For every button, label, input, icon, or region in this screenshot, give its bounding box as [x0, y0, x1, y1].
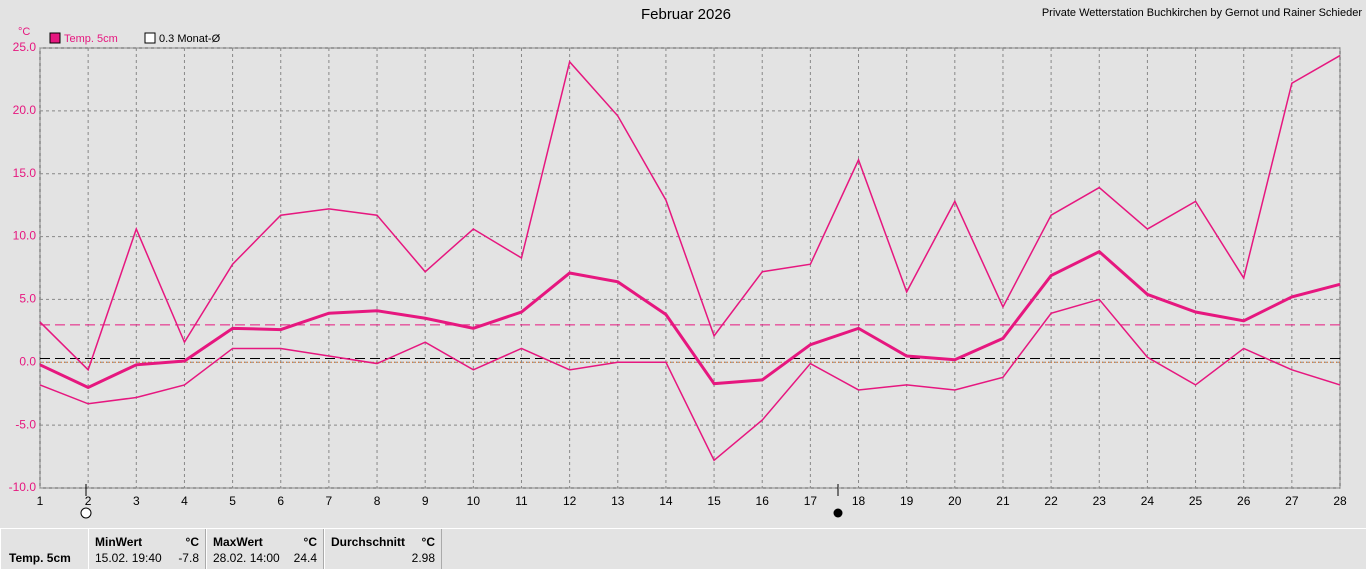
x-tick-label: 3: [133, 494, 140, 508]
x-tick-label: 22: [1044, 494, 1058, 508]
chart-title: Februar 2026: [641, 6, 731, 23]
cell: MinWert °C 15.02. 19:40 -7.8: [88, 529, 206, 569]
y-tick-label: 5.0: [19, 292, 36, 306]
unit: °C: [303, 535, 317, 549]
value: 24.4: [293, 551, 317, 565]
y-tick-label: 10.0: [13, 229, 37, 243]
x-tick-label: 17: [804, 494, 818, 508]
x-tick-label: 18: [852, 494, 866, 508]
x-tick-label: 13: [611, 494, 625, 508]
time: 28.02. 14:00: [213, 551, 280, 565]
x-tick-label: 23: [1093, 494, 1107, 508]
x-tick-label: 2: [85, 494, 92, 508]
x-tick-label: 11: [515, 494, 528, 508]
y-tick-label: 15.0: [13, 166, 37, 180]
legend-label: 0.3 Monat-Ø: [159, 33, 221, 45]
chart: Februar 2026 Private Wetterstation Buchk…: [9, 6, 1363, 519]
unit: °C: [185, 535, 199, 549]
x-tick-label: 20: [948, 494, 962, 508]
x-tick-label: 6: [277, 494, 284, 508]
x-tick-label: 19: [900, 494, 914, 508]
x-tick-label: 25: [1189, 494, 1203, 508]
header: MinWert: [95, 535, 143, 549]
x-tick-label: 1: [37, 494, 44, 508]
x-tick-label: 14: [659, 494, 673, 508]
line-high: [39, 54, 1341, 372]
y-axis-label: °C: [18, 26, 30, 38]
x-tick-label: 8: [374, 494, 381, 508]
y-tick-label: 20.0: [13, 103, 37, 117]
chart-subtitle: Private Wetterstation Buchkirchen by Ger…: [1042, 7, 1363, 19]
time: 15.02. 19:40: [95, 551, 162, 565]
line-low: [39, 298, 1341, 462]
y-tick-label: -5.0: [15, 417, 36, 431]
value: -7.8: [178, 551, 199, 565]
x-tick-label: 5: [229, 494, 236, 508]
x-tick-label: 26: [1237, 494, 1251, 508]
x-tick-label: 21: [996, 494, 1010, 508]
x-tick-label: 16: [756, 494, 770, 508]
y-tick-label: 0.0: [19, 354, 36, 368]
cell: Durchschnitt °C 2.98: [324, 529, 442, 569]
x-tick-label: 12: [563, 494, 577, 508]
header: Durchschnitt: [331, 535, 406, 549]
row-label: Temp. 5cm: [9, 551, 71, 565]
x-tick-label: 27: [1285, 494, 1299, 508]
full-moon-icon: [833, 508, 843, 518]
new-moon-icon: [80, 507, 92, 519]
legend-label: Temp. 5cm: [64, 33, 118, 45]
x-tick-label: 15: [707, 494, 721, 508]
header: MaxWert: [213, 535, 263, 549]
x-tick-label: 7: [326, 494, 333, 508]
cell: MaxWert °C 28.02. 14:00 24.4: [206, 529, 324, 569]
summary-table: Temp. 5cm MinWert °C 15.02. 19:40 -7.8 M…: [0, 528, 1366, 569]
x-tick-label: 4: [181, 494, 188, 508]
y-tick-label: 25.0: [13, 40, 37, 54]
cell: Temp. 5cm: [0, 529, 89, 569]
value: 2.98: [411, 551, 435, 565]
x-tick-label: 10: [467, 494, 481, 508]
legend-swatch: [49, 32, 61, 44]
line-values: [39, 249, 1341, 390]
legend-swatch: [144, 32, 156, 44]
y-tick-label: -10.0: [9, 480, 37, 494]
x-tick-label: 28: [1333, 494, 1347, 508]
x-tick-label: 24: [1141, 494, 1155, 508]
unit: °C: [421, 535, 435, 549]
x-tick-label: 9: [422, 494, 429, 508]
